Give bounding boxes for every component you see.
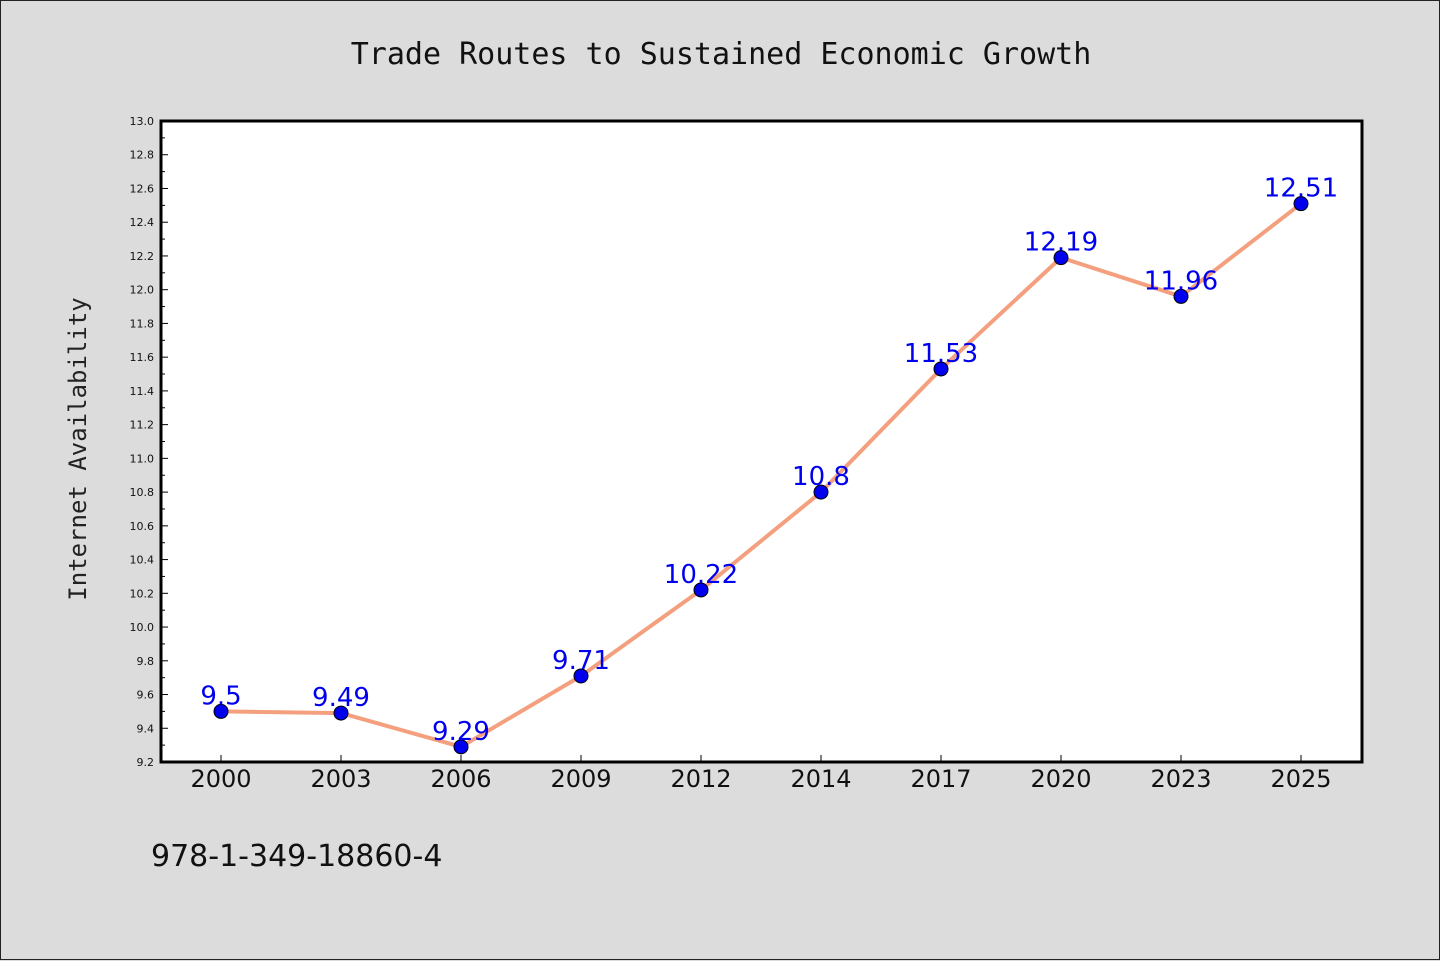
data-label: 9.49 <box>312 683 370 713</box>
y-axis-label: Internet Availability <box>64 297 92 600</box>
data-point <box>1293 196 1309 212</box>
data-labels: 9.5 9.49 9.29 9.71 10.22 10.8 11.53 12.19 11.96 1… <box>200 174 1338 747</box>
data-point <box>1173 288 1189 304</box>
y-tick-label: 12.6 <box>130 182 155 195</box>
data-point <box>1053 250 1069 266</box>
y-tick-label: 12.8 <box>130 149 155 162</box>
y-tick-label: 10.2 <box>130 587 155 600</box>
y-tick-label: 10.4 <box>130 554 155 567</box>
data-label: 12.19 <box>1024 228 1098 258</box>
x-tick-label: 2012 <box>670 765 731 793</box>
y-tick-label: 13.0 <box>130 115 155 128</box>
data-point <box>453 739 469 755</box>
y-tick-label: 12.2 <box>130 250 155 263</box>
data-point <box>213 703 229 719</box>
x-tick-label: 2006 <box>430 765 491 793</box>
y-tick-label: 12.0 <box>130 284 155 297</box>
x-tick-label: 2020 <box>1030 765 1091 793</box>
y-tick-label: 11.8 <box>130 317 155 330</box>
y-tick-label: 11.0 <box>130 452 155 465</box>
x-tick-label: 2009 <box>550 765 611 793</box>
data-point <box>573 668 589 684</box>
x-tick-label: 2003 <box>310 765 371 793</box>
data-label: 12.51 <box>1264 174 1338 204</box>
x-axis: 2000 2003 2006 2009 2012 2014 2017 2020 2023 2025 <box>190 755 1332 793</box>
x-tick-label: 2025 <box>1270 765 1331 793</box>
data-label: 9.29 <box>432 717 490 747</box>
series-markers <box>213 196 1309 755</box>
isbn-text: 978-1-349-18860-4 <box>151 839 442 874</box>
data-point <box>933 361 949 377</box>
y-tick-label: 10.6 <box>130 520 155 533</box>
data-label: 10.8 <box>792 462 850 492</box>
data-label: 9.71 <box>552 646 610 676</box>
data-label: 9.5 <box>200 681 241 711</box>
data-label: 11.53 <box>904 339 978 369</box>
y-tick-label: 12.4 <box>130 216 155 229</box>
x-tick-label: 2014 <box>790 765 851 793</box>
x-tick-label: 2017 <box>910 765 971 793</box>
y-tick-label: 11.2 <box>130 419 155 432</box>
data-point <box>813 484 829 500</box>
y-tick-label: 9.4 <box>137 722 155 735</box>
series-line <box>220 202 1303 749</box>
y-tick-label: 10.0 <box>130 621 155 634</box>
chart-title: Trade Routes to Sustained Economic Growt… <box>351 37 1092 72</box>
y-tick-label: 11.4 <box>130 385 155 398</box>
y-tick-label: 9.8 <box>137 655 155 668</box>
x-tick-label: 2023 <box>1150 765 1211 793</box>
x-tick-label: 2000 <box>190 765 251 793</box>
data-label: 11.96 <box>1144 266 1218 296</box>
y-tick-label: 11.6 <box>130 351 155 364</box>
data-point <box>333 705 349 721</box>
data-label: 10.22 <box>664 560 738 590</box>
y-axis: 9.2 9.4 9.6 9.8 10.0 10.2 10.4 10.6 10.8 11.0 11.2… <box>130 115 168 769</box>
data-point <box>693 582 709 598</box>
y-tick-label: 9.6 <box>137 689 155 702</box>
y-tick-label: 10.8 <box>130 486 155 499</box>
plot-area <box>159 119 1364 764</box>
y-tick-label: 9.2 <box>137 756 155 769</box>
